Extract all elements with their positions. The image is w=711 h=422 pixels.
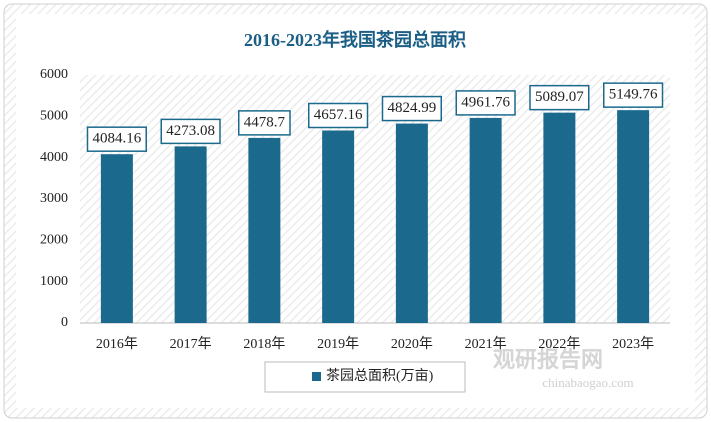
x-tick-label: 2022年 xyxy=(538,336,580,352)
y-tick-label: 5000 xyxy=(40,109,68,124)
chart-title: 2016-2023年我国茶园总面积 xyxy=(244,29,466,50)
x-tick-label: 2018年 xyxy=(243,336,285,352)
data-label-box xyxy=(529,84,590,111)
data-label: 4961.76 xyxy=(461,94,510,110)
bar xyxy=(322,130,355,323)
bar xyxy=(469,117,502,324)
y-tick-label: 6000 xyxy=(40,67,68,82)
x-tick-label: 2016年 xyxy=(96,336,138,352)
watermark: chinabaogao.com xyxy=(542,375,633,390)
data-label-box xyxy=(238,110,291,136)
data-label: 5149.76 xyxy=(609,87,658,103)
x-tick-label: 2017年 xyxy=(170,336,212,352)
x-tick-label: 2023年 xyxy=(612,336,654,352)
data-label-box xyxy=(86,126,147,152)
legend-label: 茶园总面积(万亩) xyxy=(326,367,434,384)
data-label-box xyxy=(455,90,516,116)
x-tick-label: 2020年 xyxy=(391,336,433,352)
x-tick-label: 2019年 xyxy=(317,336,359,352)
data-label-box xyxy=(160,118,221,145)
watermark: 观研报告网 xyxy=(493,347,603,372)
data-label: 4824.99 xyxy=(388,100,437,116)
bar xyxy=(543,112,576,324)
x-tick-label: 2021年 xyxy=(465,336,507,352)
legend-box xyxy=(264,361,466,393)
y-tick-label: 3000 xyxy=(40,191,68,206)
bar xyxy=(174,146,207,323)
y-tick-label: 4000 xyxy=(40,150,68,165)
plot-area xyxy=(80,75,670,323)
data-label-box xyxy=(603,82,664,108)
data-label: 5089.07 xyxy=(535,89,584,105)
y-tick-label: 1000 xyxy=(40,274,68,289)
data-label: 4273.08 xyxy=(166,123,215,139)
data-label: 4084.16 xyxy=(93,131,142,147)
y-tick-label: 0 xyxy=(61,315,68,330)
bar xyxy=(100,154,133,323)
data-label-box xyxy=(308,102,369,129)
y-tick-label: 2000 xyxy=(40,233,68,248)
data-label: 4478.7 xyxy=(244,114,286,130)
data-label-box xyxy=(381,95,442,122)
legend-swatch xyxy=(312,372,321,381)
bar xyxy=(248,137,281,323)
data-label: 4657.16 xyxy=(314,107,363,123)
bar xyxy=(395,123,428,323)
bar xyxy=(617,110,650,323)
